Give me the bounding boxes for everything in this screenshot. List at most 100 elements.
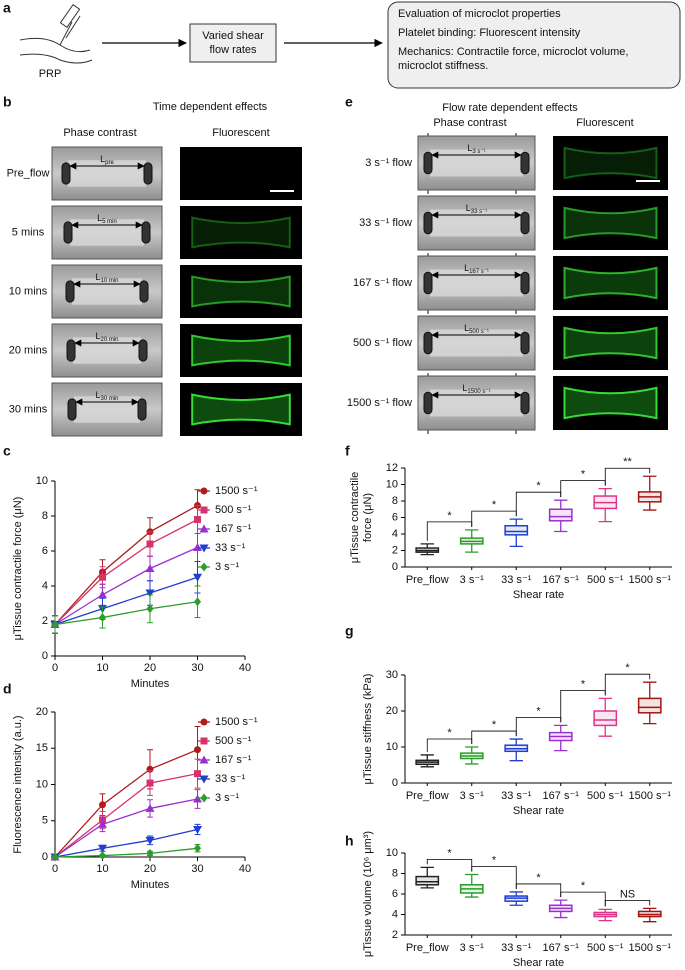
length-subscript: pre — [105, 160, 114, 166]
y-axis-title: force (μN) — [362, 493, 374, 542]
fluorescent-image — [553, 196, 668, 250]
length-label: L33 s⁻¹ — [466, 203, 488, 214]
series-line — [54, 772, 198, 858]
row-label: 10 mins — [9, 285, 48, 297]
tissue-signal — [191, 275, 291, 308]
row-label: 500 s⁻¹ flow — [353, 337, 412, 349]
x-tick-label: 167 s⁻¹ — [543, 790, 580, 802]
whisker-low — [554, 520, 568, 533]
x-tick-label: Pre_flow — [406, 942, 449, 954]
legend-label: 33 s⁻¹ — [215, 542, 246, 554]
series-line — [54, 828, 198, 858]
post — [520, 271, 530, 295]
whisker-low — [598, 725, 612, 737]
x-tick-label: 40 — [239, 662, 251, 674]
y-tick-label: 8 — [42, 510, 48, 522]
y-tick-label: 15 — [36, 742, 48, 754]
legend-marker — [199, 755, 209, 764]
panel-letter: h — [345, 833, 354, 849]
series-line — [54, 847, 198, 858]
panel-letter: f — [345, 443, 350, 459]
x-axis-title: Shear rate — [513, 957, 564, 969]
whisker-high — [465, 529, 479, 539]
fluorescent-image — [180, 265, 302, 318]
y-tick-label: 8 — [392, 495, 398, 507]
y-axis-title: μTissue volume (10⁶ μm³) — [362, 831, 374, 957]
post — [143, 162, 153, 185]
whisker-low — [643, 501, 657, 511]
post — [423, 151, 433, 175]
length-label: L3 s⁻¹ — [467, 143, 485, 154]
source-label: PRP — [39, 68, 62, 80]
legend-marker — [199, 775, 209, 784]
whisker-high — [643, 475, 657, 492]
row-label: 5 mins — [12, 226, 45, 238]
length-subscript: 30 min — [101, 396, 119, 402]
y-tick-label: 20 — [386, 705, 398, 717]
significance-label: * — [447, 510, 452, 522]
length-symbol: L — [464, 263, 469, 273]
x-tick-label: 3 s⁻¹ — [460, 574, 484, 586]
y-tick-label: 0 — [392, 561, 398, 573]
step-label: flow rates — [209, 44, 257, 56]
length-label: L167 s⁻¹ — [464, 263, 489, 274]
panel-letter: b — [3, 94, 12, 110]
series-line — [54, 576, 198, 626]
data-point — [99, 573, 106, 581]
x-tick-label: 3 s⁻¹ — [460, 942, 484, 954]
tissue-signal — [563, 386, 658, 420]
y-tick-label: 4 — [42, 580, 48, 592]
post — [138, 339, 148, 362]
x-axis-title: Minutes — [131, 678, 170, 690]
fluorescent-image — [180, 206, 302, 259]
tissue-signal — [191, 334, 291, 367]
data-point — [146, 540, 154, 548]
x-tick-label: Pre_flow — [406, 574, 449, 586]
tissue-signal — [563, 146, 658, 180]
x-tick-label: 30 — [191, 863, 203, 875]
data-point — [193, 573, 202, 582]
length-symbol: L — [95, 272, 100, 282]
y-tick-label: 2 — [392, 544, 398, 556]
whisker-high — [465, 746, 479, 754]
whisker-low — [554, 911, 568, 919]
x-axis-title: Minutes — [131, 879, 170, 891]
box — [637, 697, 662, 714]
fluorescent-image — [553, 256, 668, 310]
length-symbol: L — [95, 331, 100, 341]
data-point — [145, 589, 155, 598]
panel-letter: d — [3, 681, 12, 697]
data-point — [145, 803, 155, 812]
fluorescent-image — [180, 324, 302, 377]
x-tick-label: 33 s⁻¹ — [501, 790, 532, 802]
y-tick-label: 0 — [42, 650, 48, 662]
significance-label: * — [492, 499, 497, 511]
row-label: 30 mins — [9, 403, 48, 415]
post — [139, 280, 149, 303]
y-tick-label: 30 — [386, 669, 398, 681]
whisker-high — [643, 681, 657, 699]
arm-icon — [19, 3, 93, 64]
tissue-signal — [191, 216, 291, 249]
y-tick-label: 2 — [42, 615, 48, 627]
significance-label: * — [536, 872, 541, 884]
length-subscript: 10 min — [101, 278, 119, 284]
significance-label: * — [492, 719, 497, 731]
whisker-low — [643, 916, 657, 923]
row-label: 167 s⁻¹ flow — [353, 277, 412, 289]
x-tick-label: 500 s⁻¹ — [587, 942, 624, 954]
length-label: L1500 s⁻¹ — [462, 383, 490, 394]
length-symbol: L — [466, 203, 471, 213]
y-tick-label: 2 — [392, 929, 398, 941]
x-tick-label: 1500 s⁻¹ — [629, 942, 672, 954]
series-line — [54, 798, 198, 858]
y-tick-label: 4 — [392, 528, 398, 540]
y-tick-label: 20 — [36, 706, 48, 718]
whisker-low — [509, 751, 523, 762]
length-subscript: 5 min — [102, 219, 117, 225]
legend-label: 33 s⁻¹ — [215, 773, 246, 785]
y-tick-label: 10 — [36, 778, 48, 790]
legend-marker — [199, 524, 209, 533]
whisker-high — [554, 724, 568, 733]
